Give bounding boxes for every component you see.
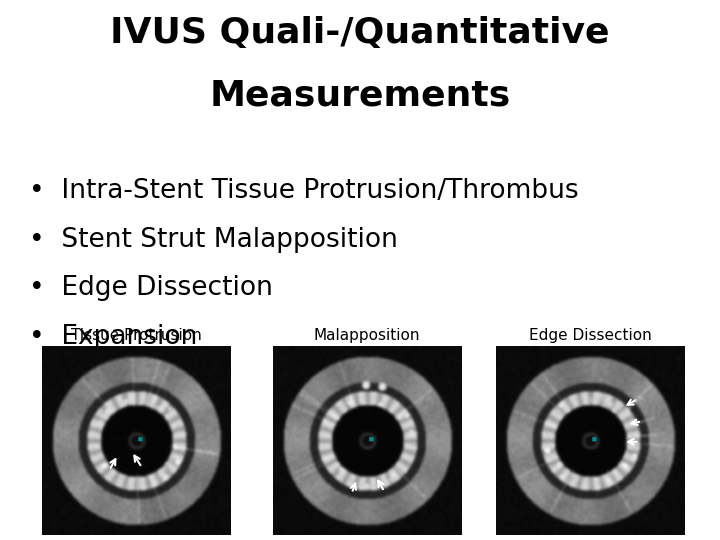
- Text: •  Intra-Stent Tissue Protrusion/Thrombus: • Intra-Stent Tissue Protrusion/Thrombus: [29, 178, 578, 204]
- Text: •  Edge Dissection: • Edge Dissection: [29, 275, 273, 301]
- Text: •  Stent Strut Malapposition: • Stent Strut Malapposition: [29, 227, 397, 253]
- Text: Edge Dissection: Edge Dissection: [529, 328, 652, 343]
- Text: Malapposition: Malapposition: [314, 328, 420, 343]
- Text: •  Expansion: • Expansion: [29, 324, 197, 350]
- Text: Measurements: Measurements: [210, 78, 510, 112]
- Text: Tissue Protrusion: Tissue Protrusion: [71, 328, 202, 343]
- Text: IVUS Quali-/Quantitative: IVUS Quali-/Quantitative: [110, 16, 610, 50]
